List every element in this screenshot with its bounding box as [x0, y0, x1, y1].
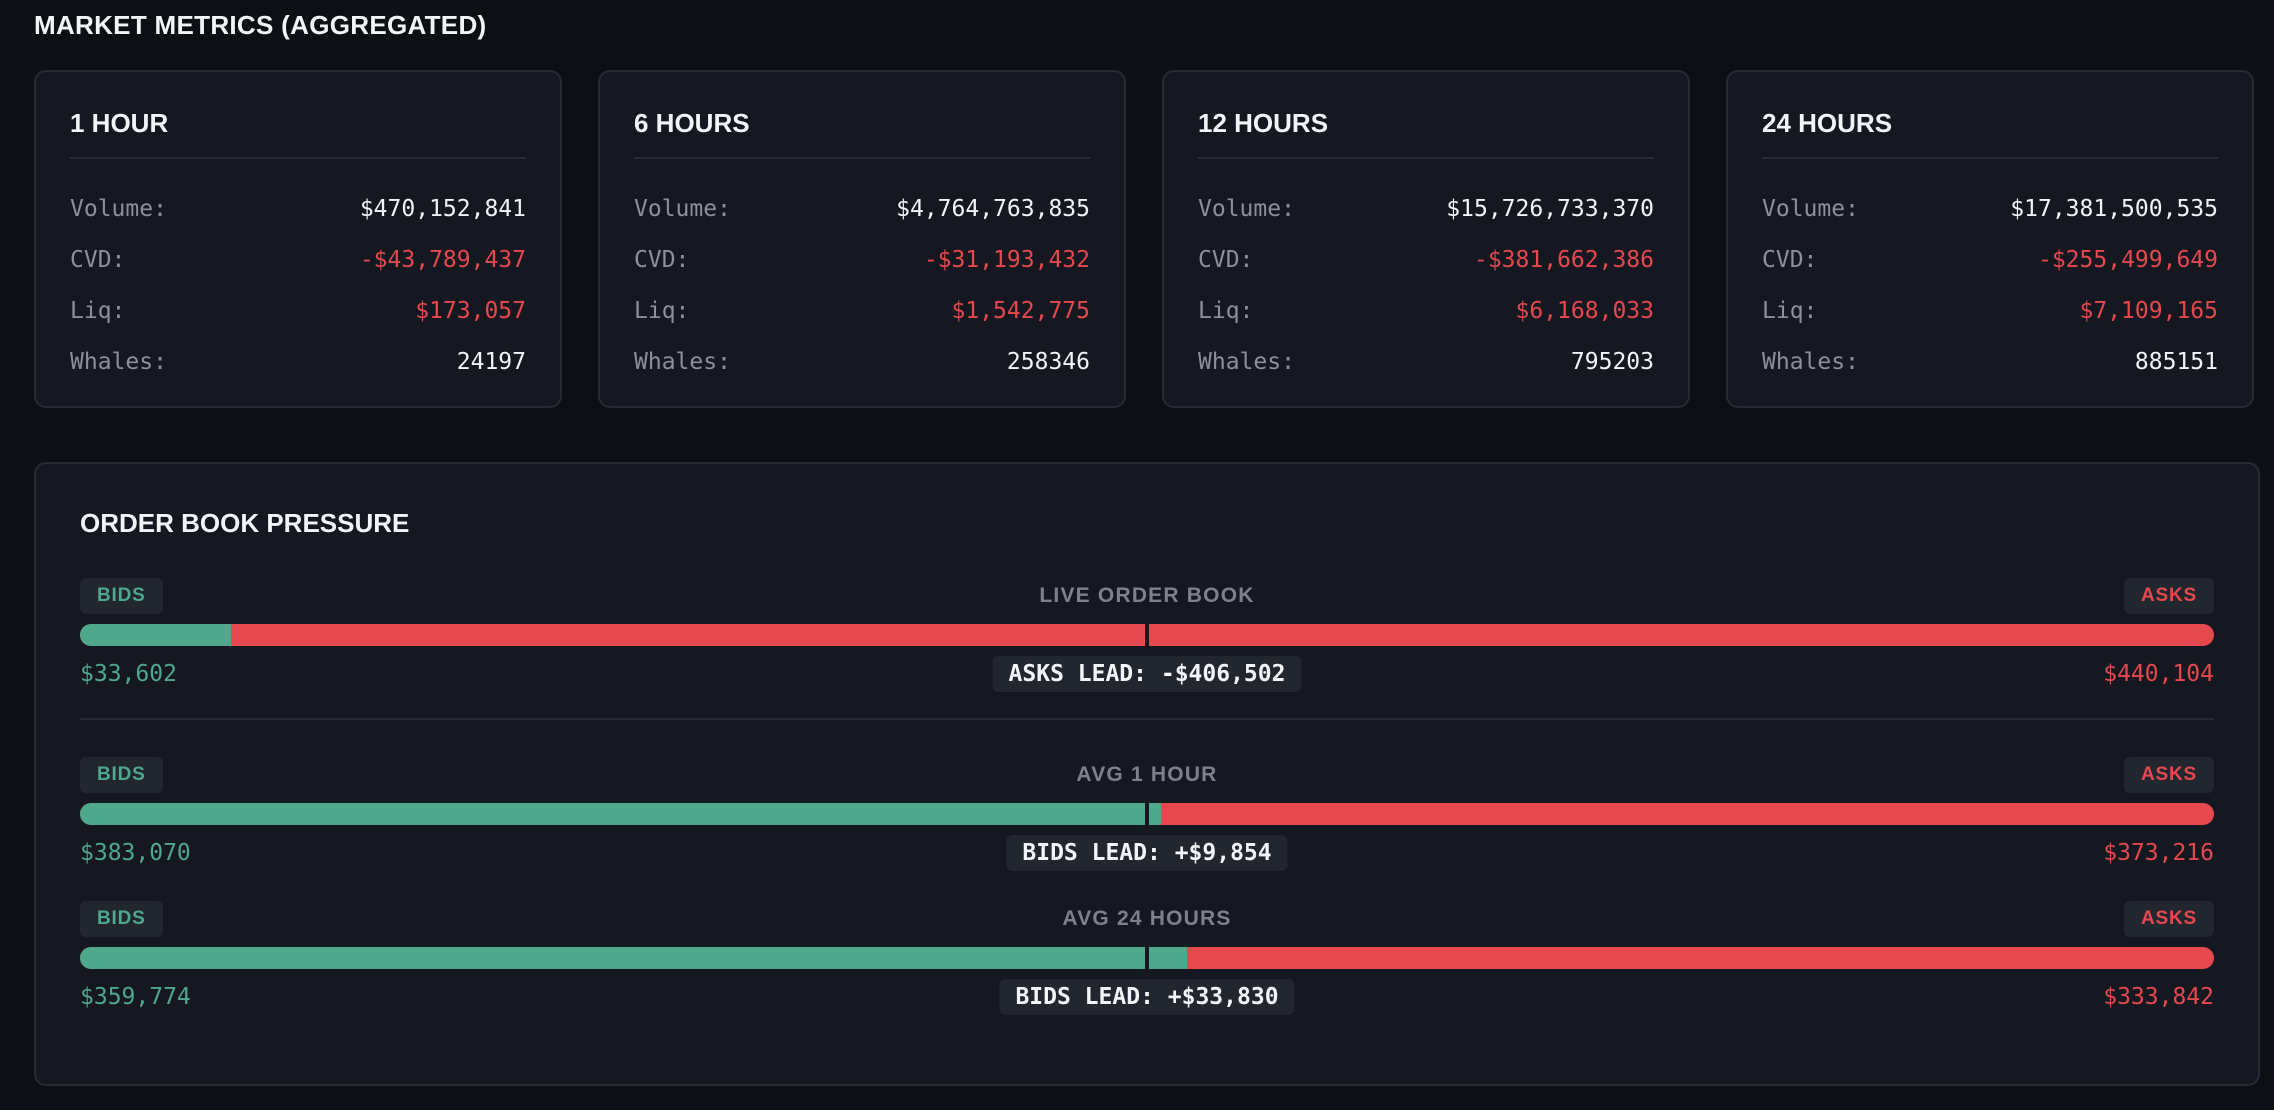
metric-label: CVD: — [634, 246, 690, 273]
metric-value: 24197 — [456, 348, 526, 375]
pressure-label: LIVE ORDER BOOK — [1039, 584, 1255, 607]
pressure-bar — [80, 947, 2214, 969]
metric-label: CVD: — [1762, 246, 1818, 273]
metric-row-volume: Volume: $17,381,500,535 — [1762, 183, 2218, 234]
asks-total: $373,216 — [2103, 840, 2214, 866]
bids-total: $359,774 — [80, 984, 191, 1010]
metric-value: $470,152,841 — [359, 195, 526, 222]
bids-tag: BIDS — [80, 578, 163, 614]
midpoint-marker — [1145, 624, 1149, 646]
bids-total: $383,070 — [80, 840, 191, 866]
metric-row-cvd: CVD: -$255,499,649 — [1762, 234, 2218, 285]
order-book-panel: ORDER BOOK PRESSURE BIDS LIVE ORDER BOOK… — [34, 462, 2260, 1086]
metric-card-24h: 24 HOURS Volume: $17,381,500,535 CVD: -$… — [1726, 70, 2254, 408]
pressure-row-1h: BIDS AVG 1 HOUR ASKS $383,070 BIDS LEAD:… — [80, 757, 2214, 871]
metric-value: -$43,789,437 — [359, 246, 526, 273]
card-title: 24 HOURS — [1762, 108, 2218, 159]
metric-value: $173,057 — [415, 297, 526, 324]
asks-tag: ASKS — [2124, 757, 2214, 793]
pressure-label: AVG 24 HOURS — [1062, 907, 1232, 930]
bid-fill — [80, 803, 1161, 825]
metric-label: Whales: — [1762, 348, 1859, 375]
lead-badge: BIDS LEAD: +$33,830 — [999, 979, 1295, 1015]
metric-row-whales: Whales: 258346 — [634, 336, 1090, 387]
metric-row-whales: Whales: 885151 — [1762, 336, 2218, 387]
lead-badge: BIDS LEAD: +$9,854 — [1006, 835, 1288, 871]
metric-label: Volume: — [1198, 195, 1295, 222]
metric-label: Whales: — [634, 348, 731, 375]
pressure-row-24h: BIDS AVG 24 HOURS ASKS $359,774 BIDS LEA… — [80, 901, 2214, 1015]
pressure-label: AVG 1 HOUR — [1076, 763, 1218, 786]
metric-row-cvd: CVD: -$31,193,432 — [634, 234, 1090, 285]
metric-value: 795203 — [1570, 348, 1654, 375]
metric-row-liq: Liq: $173,057 — [70, 285, 526, 336]
metric-label: CVD: — [1198, 246, 1254, 273]
metric-value: -$255,499,649 — [2037, 246, 2218, 273]
metric-row-volume: Volume: $4,764,763,835 — [634, 183, 1090, 234]
card-title: 12 HOURS — [1198, 108, 1654, 159]
metric-value: $7,109,165 — [2079, 297, 2218, 324]
metric-label: Volume: — [1762, 195, 1859, 222]
metric-value: $17,381,500,535 — [2010, 195, 2218, 222]
metric-label: Volume: — [634, 195, 731, 222]
metric-value: $4,764,763,835 — [896, 195, 1090, 222]
metric-value: $15,726,733,370 — [1446, 195, 1654, 222]
asks-total: $333,842 — [2103, 984, 2214, 1010]
lead-badge: ASKS LEAD: -$406,502 — [992, 656, 1302, 692]
asks-total: $440,104 — [2103, 661, 2214, 687]
metric-label: Liq: — [1198, 297, 1254, 324]
metrics-cards: 1 HOUR Volume: $470,152,841 CVD: -$43,78… — [34, 70, 2254, 408]
metric-value: $6,168,033 — [1515, 297, 1654, 324]
metric-row-liq: Liq: $6,168,033 — [1198, 285, 1654, 336]
card-title: 6 HOURS — [634, 108, 1090, 159]
pressure-bar — [80, 803, 2214, 825]
midpoint-marker — [1145, 947, 1149, 969]
bids-tag: BIDS — [80, 757, 163, 793]
metric-row-whales: Whales: 24197 — [70, 336, 526, 387]
metric-value: 885151 — [2134, 348, 2218, 375]
metric-value: 258346 — [1006, 348, 1090, 375]
bid-fill — [80, 947, 1187, 969]
metric-row-cvd: CVD: -$43,789,437 — [70, 234, 526, 285]
metric-label: CVD: — [70, 246, 126, 273]
asks-tag: ASKS — [2124, 578, 2214, 614]
market-metrics-title: MARKET METRICS (AGGREGATED) — [34, 10, 487, 40]
metric-label: Whales: — [1198, 348, 1295, 375]
metric-label: Liq: — [70, 297, 126, 324]
metric-row-volume: Volume: $15,726,733,370 — [1198, 183, 1654, 234]
pressure-row-live: BIDS LIVE ORDER BOOK ASKS $33,602 ASKS L… — [80, 578, 2214, 692]
metric-row-whales: Whales: 795203 — [1198, 336, 1654, 387]
metric-row-cvd: CVD: -$381,662,386 — [1198, 234, 1654, 285]
metric-label: Liq: — [634, 297, 690, 324]
metric-value: $1,542,775 — [951, 297, 1090, 324]
metric-row-liq: Liq: $7,109,165 — [1762, 285, 2218, 336]
card-title: 1 HOUR — [70, 108, 526, 159]
metric-label: Liq: — [1762, 297, 1818, 324]
metric-card-6h: 6 HOURS Volume: $4,764,763,835 CVD: -$31… — [598, 70, 1126, 408]
order-book-title: ORDER BOOK PRESSURE — [80, 508, 410, 538]
metric-row-volume: Volume: $470,152,841 — [70, 183, 526, 234]
bid-fill — [80, 624, 232, 646]
asks-tag: ASKS — [2124, 901, 2214, 937]
midpoint-marker — [1145, 803, 1149, 825]
metric-card-12h: 12 HOURS Volume: $15,726,733,370 CVD: -$… — [1162, 70, 1690, 408]
metric-label: Volume: — [70, 195, 167, 222]
pressure-bar — [80, 624, 2214, 646]
bids-tag: BIDS — [80, 901, 163, 937]
metric-row-liq: Liq: $1,542,775 — [634, 285, 1090, 336]
metric-value: -$381,662,386 — [1473, 246, 1654, 273]
metric-label: Whales: — [70, 348, 167, 375]
metric-value: -$31,193,432 — [923, 246, 1090, 273]
metric-card-1h: 1 HOUR Volume: $470,152,841 CVD: -$43,78… — [34, 70, 562, 408]
bids-total: $33,602 — [80, 661, 177, 687]
divider — [80, 718, 2214, 720]
